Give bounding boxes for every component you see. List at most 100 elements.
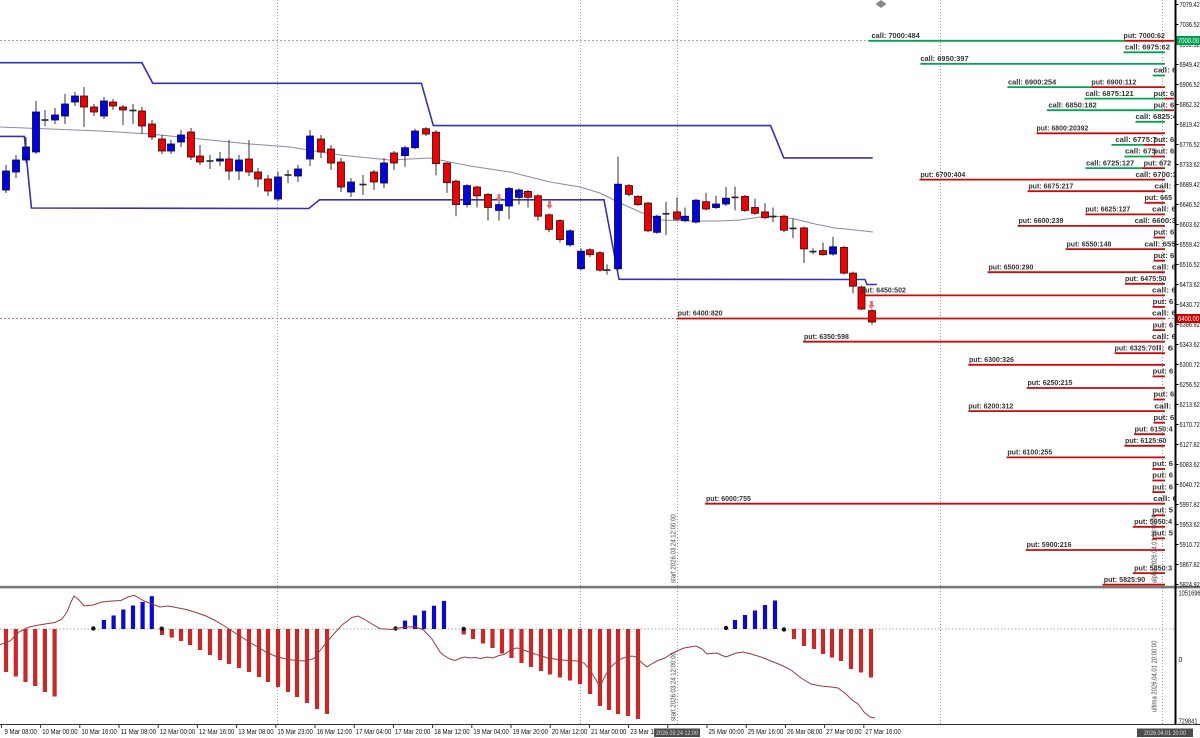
svg-text:21 Mar 00:00: 21 Mar 00:00 xyxy=(591,729,626,736)
svg-text:put: 5: put: 5 xyxy=(1152,506,1173,515)
svg-text:put: 6400:820: put: 6400:820 xyxy=(678,309,723,318)
svg-text:put: 6550:148: put: 6550:148 xyxy=(1067,239,1112,248)
svg-text:6430.72: 6430.72 xyxy=(1180,302,1200,309)
svg-text:call: 675: call: 675 xyxy=(1125,147,1156,156)
svg-text:6516.52: 6516.52 xyxy=(1180,262,1200,269)
svg-text:729841: 729841 xyxy=(1179,719,1198,726)
svg-text:call: 6850:182: call: 6850:182 xyxy=(1049,100,1097,109)
svg-text:27 Mar 00:00: 27 Mar 00:00 xyxy=(826,729,861,736)
svg-text:put: 6150:4: put: 6150:4 xyxy=(1135,424,1174,433)
svg-text:27 Mar 16:00: 27 Mar 16:00 xyxy=(865,729,900,736)
svg-text:ultima 2026.04.01 20:00:00: ultima 2026.04.01 20:00:00 xyxy=(1152,640,1159,712)
svg-text:23 Mar 16:00: 23 Mar 16:00 xyxy=(630,729,665,736)
svg-text:10 Mar 00:00: 10 Mar 00:00 xyxy=(42,729,77,736)
svg-text:0: 0 xyxy=(1179,657,1183,664)
svg-text:5867.82: 5867.82 xyxy=(1180,562,1200,569)
svg-text:6992.32: 6992.32 xyxy=(1180,42,1200,49)
svg-text:6689.42: 6689.42 xyxy=(1180,182,1200,189)
svg-text:6603.62: 6603.62 xyxy=(1180,222,1200,229)
svg-text:5997.82: 5997.82 xyxy=(1180,502,1200,509)
svg-text:put: 6900:112: put: 6900:112 xyxy=(1091,77,1136,86)
svg-text:5953.62: 5953.62 xyxy=(1180,522,1200,529)
svg-text:put: 6300:326: put: 6300:326 xyxy=(969,355,1014,364)
svg-text:call: 7000:484: call: 7000:484 xyxy=(872,31,921,40)
svg-text:6083.62: 6083.62 xyxy=(1180,462,1200,469)
svg-text:6949.42: 6949.42 xyxy=(1180,62,1200,69)
svg-text:6733.62: 6733.62 xyxy=(1180,162,1200,169)
svg-text:put: 6675:217: put: 6675:217 xyxy=(1028,181,1073,190)
svg-text:call: 6975:62: call: 6975:62 xyxy=(1125,43,1170,52)
svg-text:put: 5: put: 5 xyxy=(1152,529,1173,538)
svg-text:put: 5950:4: put: 5950:4 xyxy=(1134,517,1173,526)
svg-text:6213.62: 6213.62 xyxy=(1180,402,1200,409)
svg-text:put: 665: put: 665 xyxy=(1145,193,1173,202)
svg-text:19 Mar 20:00: 19 Mar 20:00 xyxy=(513,729,548,736)
svg-text:6559.42: 6559.42 xyxy=(1180,242,1200,249)
svg-text:6473.62: 6473.62 xyxy=(1180,282,1200,289)
svg-text:call: 6: call: 6 xyxy=(1152,309,1176,318)
svg-text:start 2026.03.24 12:00:00: start 2026.03.24 12:00:00 xyxy=(671,652,678,721)
svg-text:put: 6: put: 6 xyxy=(1154,413,1175,422)
svg-text:put: 6: put: 6 xyxy=(1153,367,1174,376)
svg-text:16 Mar 12:00: 16 Mar 12:00 xyxy=(317,729,352,736)
svg-text:13 Mar 08:00: 13 Mar 08:00 xyxy=(238,729,273,736)
svg-text:put: 5900:216: put: 5900:216 xyxy=(1027,540,1072,549)
svg-text:11 Mar 08:00: 11 Mar 08:00 xyxy=(121,729,156,736)
svg-text:20 Mar 12:00: 20 Mar 12:00 xyxy=(552,729,587,736)
svg-text:6170.72: 6170.72 xyxy=(1180,422,1200,429)
svg-text:15 Mar 23:00: 15 Mar 23:00 xyxy=(277,729,312,736)
svg-text:put: 6: put: 6 xyxy=(1154,100,1175,109)
svg-text:call: 6: call: 6 xyxy=(1152,332,1176,341)
svg-text:put: 6350:598: put: 6350:598 xyxy=(804,332,849,341)
svg-text:6256.52: 6256.52 xyxy=(1180,382,1200,389)
svg-text:put: 672: put: 672 xyxy=(1144,158,1172,167)
svg-text:alpha 2026.04.01 20:00:00: alpha 2026.04.01 20:00:00 xyxy=(1152,514,1159,583)
svg-text:6127.82: 6127.82 xyxy=(1180,442,1200,449)
svg-text:6646.52: 6646.52 xyxy=(1180,202,1200,209)
svg-text:put: 6325:70: put: 6325:70 xyxy=(1115,343,1156,352)
svg-text:7000.00: 7000.00 xyxy=(1178,38,1199,45)
svg-text:call: 6: call: 6 xyxy=(1154,181,1178,190)
svg-text:call: 6: call: 6 xyxy=(1154,401,1178,410)
svg-text:put: 6: put: 6 xyxy=(1154,135,1175,144)
svg-text:put: 6: put: 6 xyxy=(1154,147,1175,156)
svg-text:5824.92: 5824.92 xyxy=(1180,582,1200,589)
svg-text:17 Mar 04:00: 17 Mar 04:00 xyxy=(356,729,391,736)
svg-text:put: 6: put: 6 xyxy=(1152,482,1173,491)
svg-text:6343.62: 6343.62 xyxy=(1180,342,1200,349)
svg-text:put: 6475:50: put: 6475:50 xyxy=(1125,274,1166,283)
svg-text:call: 6775:7: call: 6775:7 xyxy=(1115,135,1156,144)
svg-text:call: 6725:127: call: 6725:127 xyxy=(1086,158,1134,167)
svg-text:ll: 6: ll: 6 xyxy=(1156,343,1173,352)
svg-text:put: 6625:127: put: 6625:127 xyxy=(1085,205,1130,214)
svg-text:put: 6: put: 6 xyxy=(1154,89,1175,98)
svg-text:2026.04.01 20:00: 2026.04.01 20:00 xyxy=(1144,730,1186,737)
svg-text:put: 7000:62: put: 7000:62 xyxy=(1124,31,1165,40)
svg-text:6819.42: 6819.42 xyxy=(1180,122,1200,129)
svg-text:6386.92: 6386.92 xyxy=(1180,322,1200,329)
svg-text:26 Mar 08:00: 26 Mar 08:00 xyxy=(787,729,822,736)
svg-text:put: 6: put: 6 xyxy=(1153,297,1174,306)
svg-text:6862.32: 6862.32 xyxy=(1180,102,1200,109)
svg-text:put: 6200:312: put: 6200:312 xyxy=(968,401,1013,410)
svg-text:12 Mar 16:00: 12 Mar 16:00 xyxy=(199,729,234,736)
svg-text:put: 6500:290: put: 6500:290 xyxy=(989,262,1034,271)
svg-text:put: 6: put: 6 xyxy=(1153,320,1174,329)
svg-text:start 2026.03.24 12:00:00: start 2026.03.24 12:00:00 xyxy=(671,514,678,583)
svg-text:put: 6700:404: put: 6700:404 xyxy=(920,170,966,179)
svg-text:6776.52: 6776.52 xyxy=(1180,142,1200,149)
svg-text:put: 6000:755: put: 6000:755 xyxy=(706,494,751,503)
svg-text:1051696: 1051696 xyxy=(1179,591,1200,598)
svg-text:call: 6: call: 6 xyxy=(1152,205,1176,214)
svg-text:put: 6800:20392: put: 6800:20392 xyxy=(1037,124,1089,133)
svg-text:put: 6450:502: put: 6450:502 xyxy=(861,286,906,295)
svg-text:put: 6: put: 6 xyxy=(1154,228,1175,237)
svg-text:put: 5825:90: put: 5825:90 xyxy=(1104,575,1145,584)
svg-text:put: 6125:60: put: 6125:60 xyxy=(1125,436,1166,445)
svg-text:9 Mar 08:00: 9 Mar 08:00 xyxy=(4,729,37,736)
svg-text:5910.72: 5910.72 xyxy=(1180,542,1200,549)
svg-text:25 Mar 16:00: 25 Mar 16:00 xyxy=(748,729,783,736)
svg-text:10 Mar 16:00: 10 Mar 16:00 xyxy=(81,729,116,736)
svg-text:7036.52: 7036.52 xyxy=(1180,22,1200,29)
svg-text:2026.03.24 12:00: 2026.03.24 12:00 xyxy=(656,730,698,737)
